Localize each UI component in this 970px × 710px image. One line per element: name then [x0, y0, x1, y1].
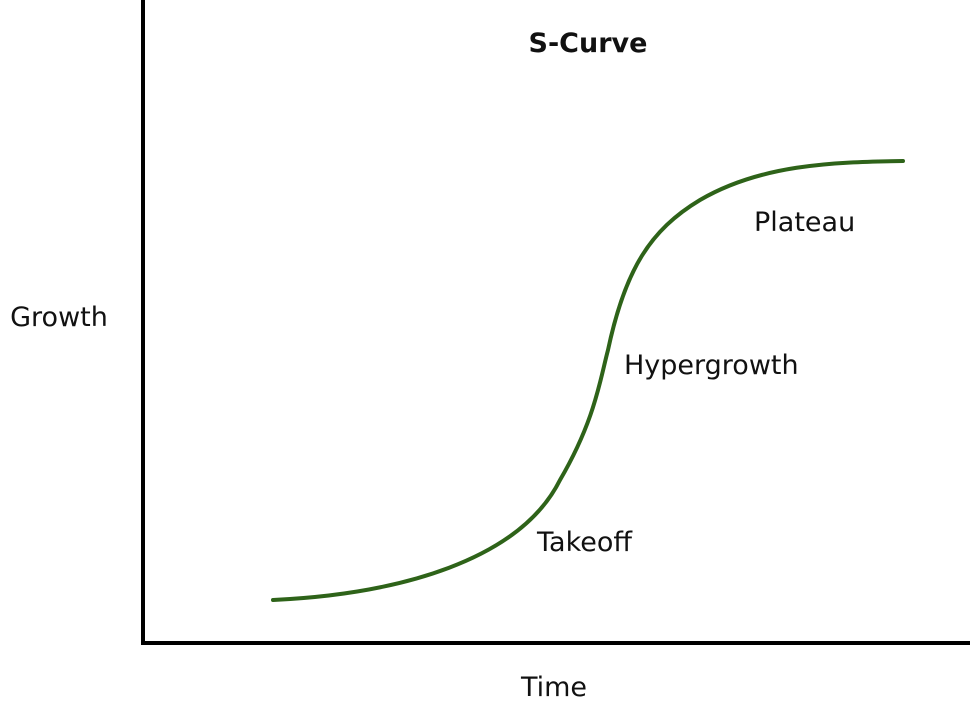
- x-axis-label: Time: [520, 672, 587, 703]
- phase-label-hypergrowth: Hypergrowth: [624, 350, 799, 381]
- chart-title: S-Curve: [529, 28, 648, 59]
- y-axis-label: Growth: [10, 302, 108, 333]
- s-curve-line: [271, 159, 905, 602]
- phase-label-plateau: Plateau: [754, 207, 855, 238]
- phase-label-takeoff: Takeoff: [536, 527, 633, 558]
